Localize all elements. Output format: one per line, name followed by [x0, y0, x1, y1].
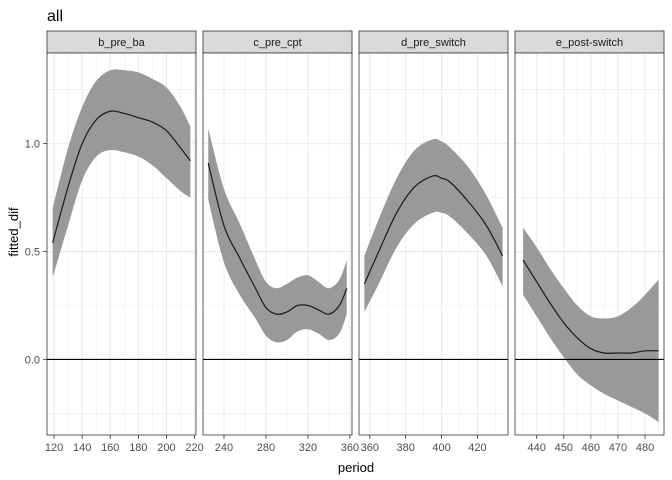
x-tick-label: 220: [185, 442, 203, 454]
x-tick-label: 440: [527, 442, 545, 454]
x-tick-label: 280: [257, 442, 275, 454]
panels-group: b_pre_ba 120 140 160 180 200 220 c_pre_cpt 240 28…: [45, 30, 665, 454]
y-tick-label: 0.0: [25, 354, 40, 366]
panel-e_post-switch: e_post-switch 440 450 460 470 480: [514, 30, 665, 454]
x-tick-label: 180: [129, 442, 147, 454]
confidence-ribbon: [364, 138, 503, 312]
y-axis-title: fitted_dif: [6, 207, 21, 257]
panel-border: [46, 52, 197, 436]
x-tick-label: 140: [73, 442, 91, 454]
y-tick-label: 1.0: [25, 139, 40, 151]
x-tick-label: 400: [432, 442, 450, 454]
strip-label: b_pre_ba: [98, 37, 145, 49]
fitted-line: [52, 110, 191, 244]
panel-d_pre_switch: d_pre_switch 360 380 400 420: [358, 30, 509, 454]
confidence-ribbon: [52, 69, 191, 278]
y-axis: 0.0 0.5 1.0: [25, 139, 47, 366]
x-axis-title: period: [338, 460, 374, 475]
chart-title: all: [47, 8, 63, 25]
panel-border: [514, 52, 665, 436]
fitted-line: [363, 174, 504, 285]
strip-label: d_pre_switch: [401, 37, 466, 49]
y-tick-label: 0.5: [25, 247, 40, 259]
fitted-line: [207, 162, 348, 315]
x-tick-label: 380: [396, 442, 414, 454]
confidence-ribbon: [523, 227, 659, 423]
fitted-line: [522, 259, 659, 354]
x-tick-label: 120: [45, 442, 63, 454]
x-tick-label: 240: [215, 442, 233, 454]
x-tick-label: 200: [157, 442, 175, 454]
x-tick-label: 360: [341, 442, 359, 454]
panel-b_pre_ba: b_pre_ba 120 140 160 180 200 220: [45, 30, 204, 454]
x-tick-label: 470: [609, 442, 627, 454]
x-tick-label: 360: [361, 442, 379, 454]
x-tick-label: 320: [299, 442, 317, 454]
strip-label: c_pre_cpt: [253, 37, 301, 49]
panel-border: [358, 52, 509, 436]
x-tick-label: 160: [101, 442, 119, 454]
confidence-ribbon: [208, 128, 347, 343]
panel-border: [202, 52, 353, 436]
x-tick-label: 420: [468, 442, 486, 454]
panel-c_pre_cpt: c_pre_cpt 240 280 320 360: [202, 30, 359, 454]
x-tick-label: 460: [582, 442, 600, 454]
x-tick-label: 480: [636, 442, 654, 454]
x-tick-label: 450: [555, 442, 573, 454]
strip-label: e_post-switch: [556, 37, 623, 49]
